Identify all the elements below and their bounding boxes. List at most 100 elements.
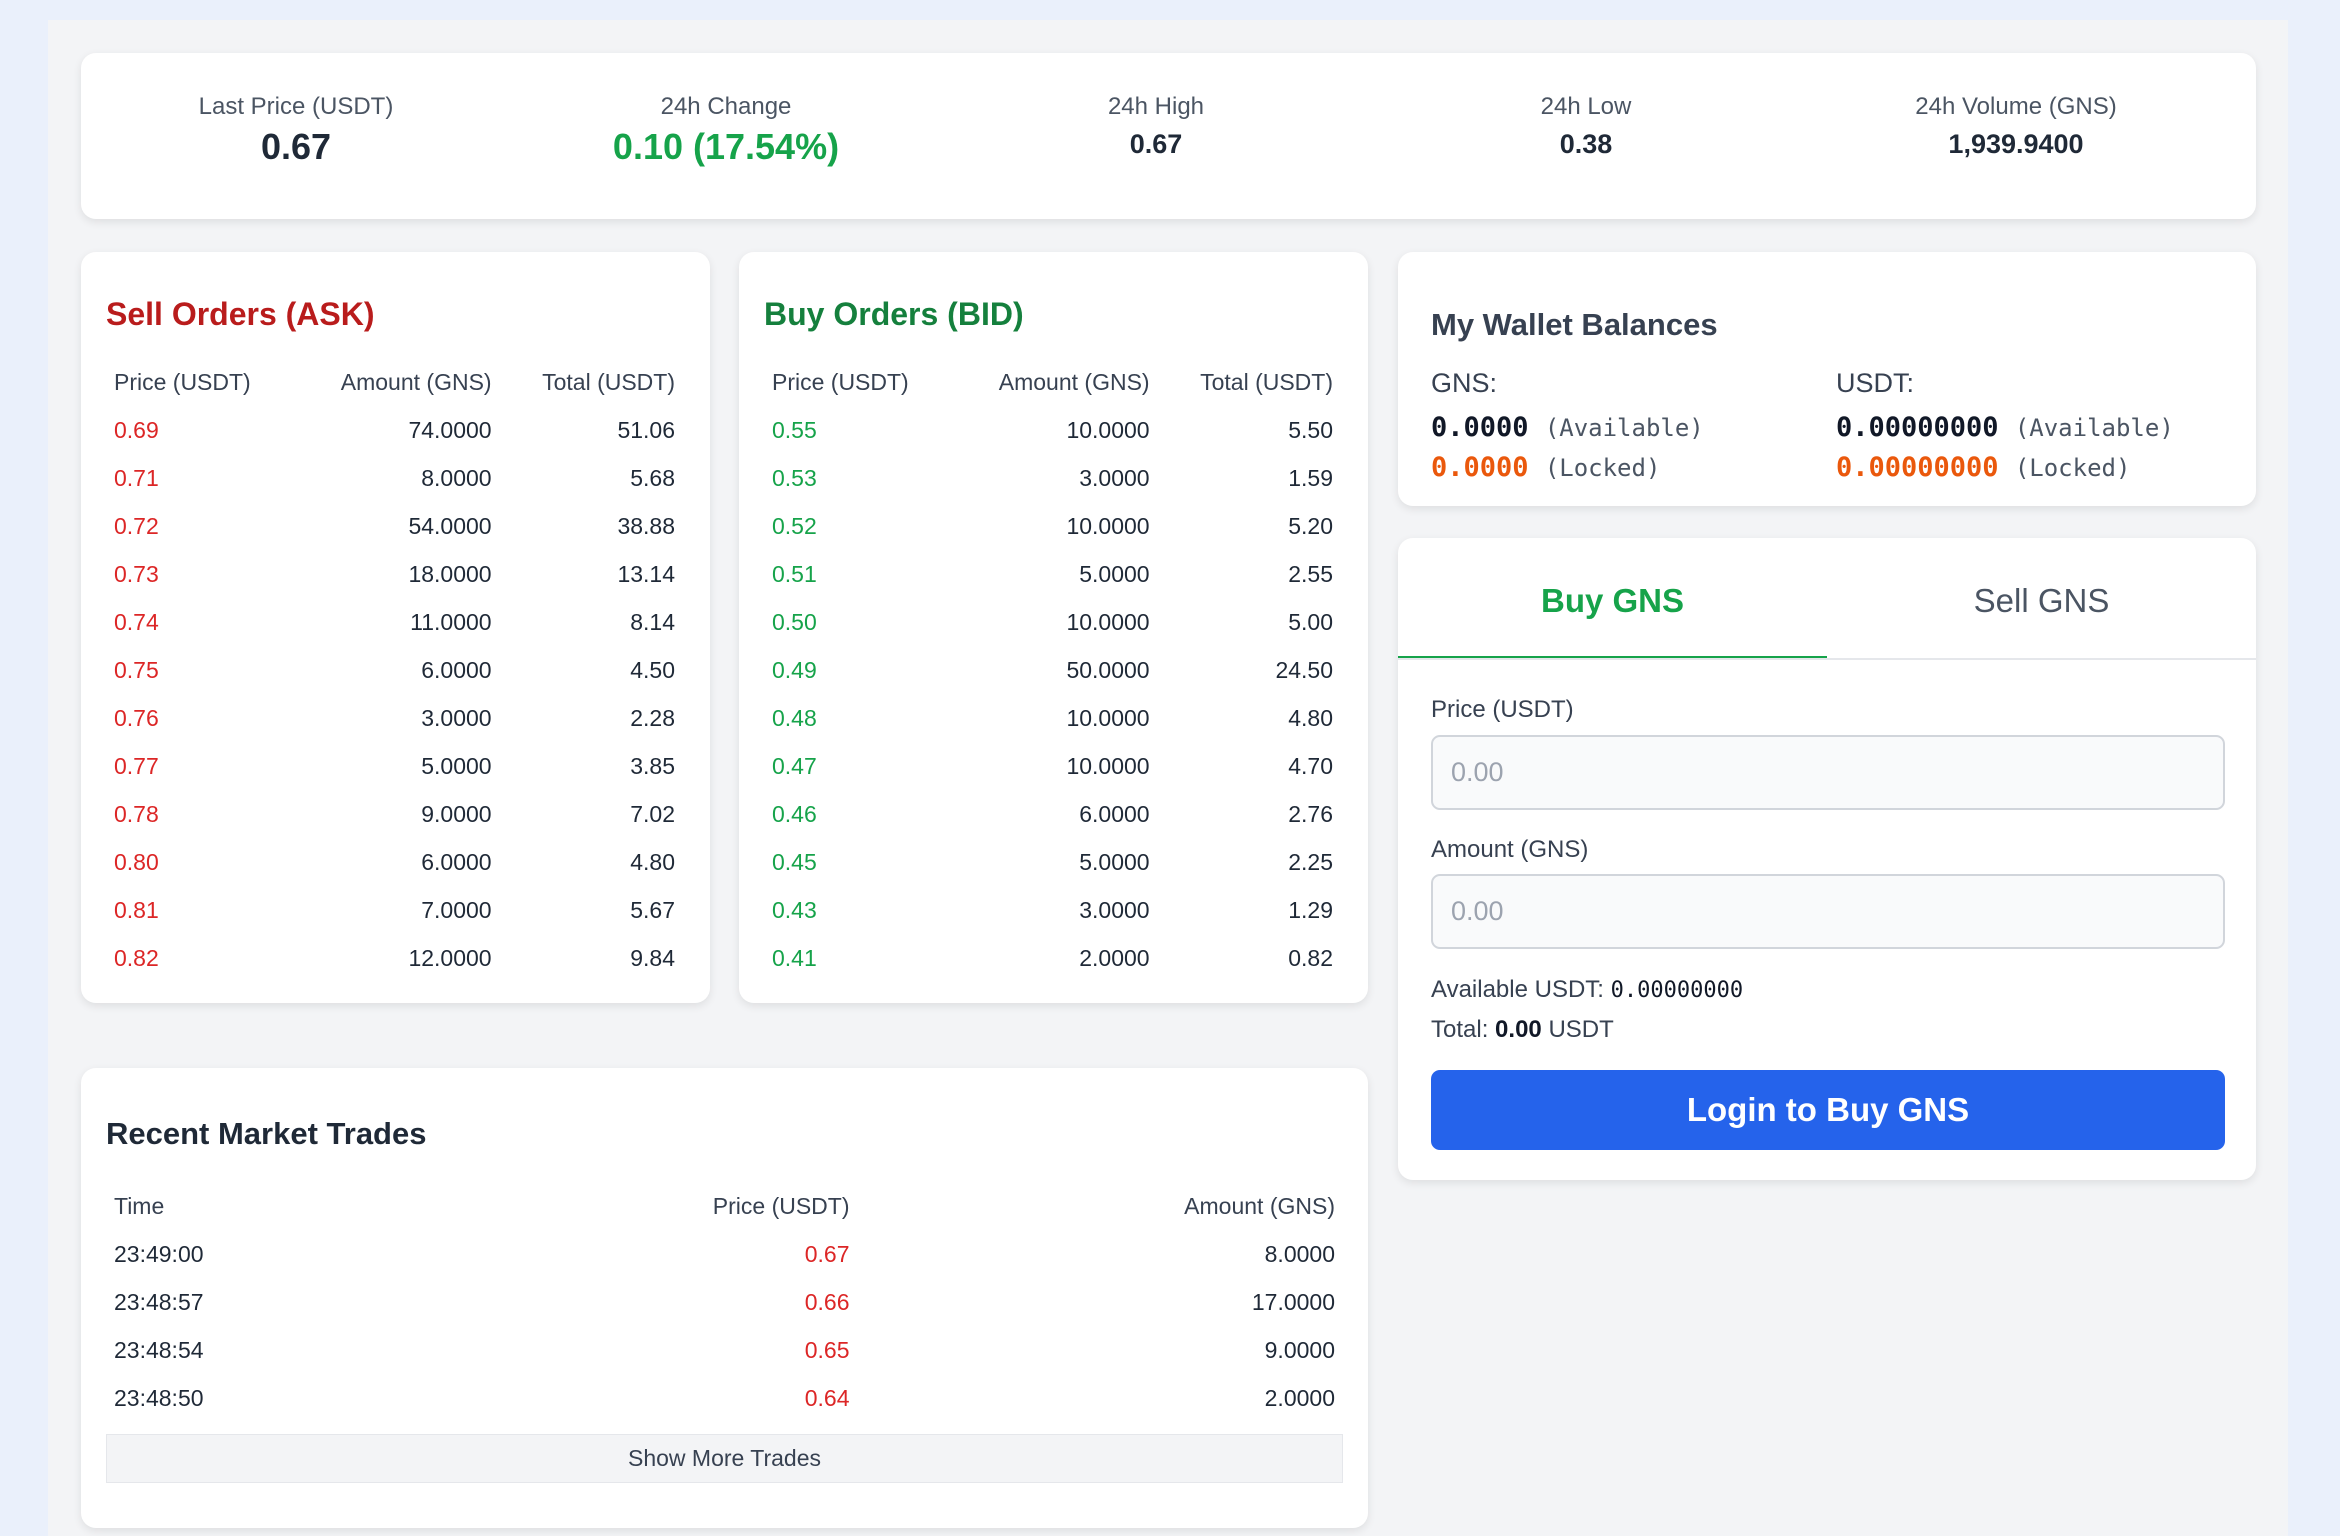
- gns-locked-line: 0.0000 (Locked): [1431, 448, 1704, 488]
- total-cell: 3.85: [630, 752, 675, 779]
- total-cell: 7.02: [630, 800, 675, 827]
- stat-24h-high: 24h High 0.67: [941, 93, 1371, 160]
- amount-cell: 5.0000: [421, 752, 492, 779]
- table-row[interactable]: 0.78 9.0000 7.02: [106, 790, 683, 838]
- table-row[interactable]: 0.51 5.0000 2.55: [764, 550, 1341, 598]
- amount-cell: 9.0000: [421, 800, 492, 827]
- table-row[interactable]: 0.43 3.0000 1.29: [764, 886, 1341, 934]
- tab-buy-gns[interactable]: Buy GNS: [1398, 538, 1827, 660]
- stat-value: 1,939.9400: [1948, 129, 2084, 159]
- stat-value: 0.10 (17.54%): [612, 126, 840, 167]
- wallet-title: My Wallet Balances: [1431, 307, 1718, 342]
- stat-24h-change: 24h Change 0.10 (17.54%): [511, 93, 941, 168]
- amount-cell: 10.0000: [1066, 512, 1150, 539]
- total-cell: 2.25: [1288, 848, 1333, 875]
- table-row[interactable]: 0.76 3.0000 2.28: [106, 694, 683, 742]
- column-header: Total (USDT): [1200, 368, 1333, 395]
- total-cell: 38.88: [617, 512, 675, 539]
- show-more-trades-button[interactable]: Show More Trades: [106, 1434, 1343, 1483]
- table-row[interactable]: 0.81 7.0000 5.67: [106, 886, 683, 934]
- price-cell: 0.78: [114, 800, 159, 827]
- price-cell: 0.80: [114, 848, 159, 875]
- column-header: Price (USDT): [772, 368, 909, 395]
- available-tag: (Available): [2014, 414, 2174, 442]
- price-cell: 0.65: [804, 1336, 850, 1363]
- column-header: Price (USDT): [114, 368, 251, 395]
- table-row[interactable]: 0.41 2.0000 0.82: [764, 934, 1341, 981]
- trade-form-panel: Buy GNS Sell GNS Price (USDT) Amount (GN…: [1398, 538, 2256, 1180]
- tab-divider: [1398, 658, 2256, 660]
- total-cell: 1.29: [1288, 896, 1333, 923]
- price-cell: 0.69: [114, 416, 159, 443]
- total-cell: 4.70: [1288, 752, 1333, 779]
- price-cell: 0.71: [114, 464, 159, 491]
- total-cell: 5.67: [630, 896, 675, 923]
- amount-cell: 3.0000: [1079, 896, 1150, 923]
- sell-orders-panel: Sell Orders (ASK) Price (USDT) Amount (G…: [81, 252, 710, 1003]
- time-cell: 23:48:57: [114, 1288, 204, 1315]
- table-row[interactable]: 0.48 10.0000 4.80: [764, 694, 1341, 742]
- amount-input[interactable]: [1431, 874, 2225, 949]
- price-cell: 0.66: [804, 1288, 850, 1315]
- total-cell: 13.14: [617, 560, 675, 587]
- total-cell: 5.00: [1288, 608, 1333, 635]
- table-row: 23:48:50 0.64 2.0000: [106, 1374, 1343, 1422]
- table-row[interactable]: 0.50 10.0000 5.00: [764, 598, 1341, 646]
- price-cell: 0.72: [114, 512, 159, 539]
- price-cell: 0.53: [772, 464, 817, 491]
- sell-orders-title: Sell Orders (ASK): [106, 296, 375, 332]
- price-cell: 0.43: [772, 896, 817, 923]
- total-line: Total: 0.00 USDT: [1431, 1016, 1614, 1044]
- price-cell: 0.51: [772, 560, 817, 587]
- recent-trades-table: Time Price (USDT) Amount (GNS) 23:49:00 0…: [106, 1182, 1343, 1470]
- amount-cell: 6.0000: [421, 848, 492, 875]
- table-row[interactable]: 0.72 54.0000 38.88: [106, 502, 683, 550]
- wallet-currency-label: GNS:: [1431, 368, 1498, 398]
- amount-label: Amount (GNS): [1431, 836, 1589, 863]
- available-tag: (Available): [1544, 414, 1704, 442]
- table-row[interactable]: 0.55 10.0000 5.50: [764, 406, 1341, 454]
- exchange-page: Last Price (USDT) 0.67 24h Change 0.10 (…: [48, 20, 2288, 1536]
- tab-sell-gns[interactable]: Sell GNS: [1973, 582, 2110, 619]
- price-input[interactable]: [1431, 735, 2225, 810]
- amount-cell: 54.0000: [408, 512, 492, 539]
- total-unit: USDT: [1548, 1016, 1614, 1043]
- stat-value: 0.38: [1559, 129, 1613, 159]
- total-cell: 4.80: [630, 848, 675, 875]
- locked-tag: (Locked): [1544, 454, 1661, 482]
- table-row[interactable]: 0.47 10.0000 4.70: [764, 742, 1341, 790]
- sell-orders-scroll[interactable]: Price (USDT) Amount (GNS) Total (USDT) 0…: [106, 358, 683, 981]
- wallet-usdt: USDT: 0.00000000 (Available) 0.00000000 …: [1836, 368, 2174, 488]
- time-cell: 23:48:54: [114, 1336, 204, 1363]
- amount-cell: 2.0000: [1264, 1384, 1335, 1411]
- price-cell: 0.47: [772, 752, 817, 779]
- buy-orders-title: Buy Orders (BID): [764, 296, 1024, 332]
- table-row[interactable]: 0.45 5.0000 2.25: [764, 838, 1341, 886]
- total-cell: 51.06: [617, 416, 675, 443]
- table-row[interactable]: 0.71 8.0000 5.68: [106, 454, 683, 502]
- price-cell: 0.74: [114, 608, 159, 635]
- table-row[interactable]: 0.80 6.0000 4.80: [106, 838, 683, 886]
- amount-cell: 6.0000: [421, 656, 492, 683]
- buy-orders-panel: Buy Orders (BID) Price (USDT) Amount (GN…: [739, 252, 1368, 1003]
- amount-cell: 11.0000: [410, 608, 492, 635]
- table-row[interactable]: 0.53 3.0000 1.59: [764, 454, 1341, 502]
- table-row[interactable]: 0.73 18.0000 13.14: [106, 550, 683, 598]
- table-row[interactable]: 0.52 10.0000 5.20: [764, 502, 1341, 550]
- table-row[interactable]: 0.74 11.0000 8.14: [106, 598, 683, 646]
- table-row[interactable]: 0.69 74.0000 51.06: [106, 406, 683, 454]
- market-stats-bar: Last Price (USDT) 0.67 24h Change 0.10 (…: [81, 53, 2256, 219]
- table-row[interactable]: 0.75 6.0000 4.50: [106, 646, 683, 694]
- table-row[interactable]: 0.49 50.0000 24.50: [764, 646, 1341, 694]
- table-row[interactable]: 0.77 5.0000 3.85: [106, 742, 683, 790]
- login-to-buy-button[interactable]: Login to Buy GNS: [1431, 1070, 2225, 1150]
- stat-24h-low: 24h Low 0.38: [1371, 93, 1801, 160]
- gns-available-value: 0.0000: [1431, 412, 1529, 443]
- table-row[interactable]: 0.46 6.0000 2.76: [764, 790, 1341, 838]
- sell-orders-table: Price (USDT) Amount (GNS) Total (USDT) 0…: [106, 358, 683, 981]
- table-row[interactable]: 0.82 12.0000 9.84: [106, 934, 683, 981]
- buy-orders-scroll[interactable]: Price (USDT) Amount (GNS) Total (USDT) 0…: [764, 358, 1341, 981]
- price-cell: 0.76: [114, 704, 159, 731]
- amount-cell: 8.0000: [421, 464, 492, 491]
- amount-cell: 10.0000: [1066, 752, 1150, 779]
